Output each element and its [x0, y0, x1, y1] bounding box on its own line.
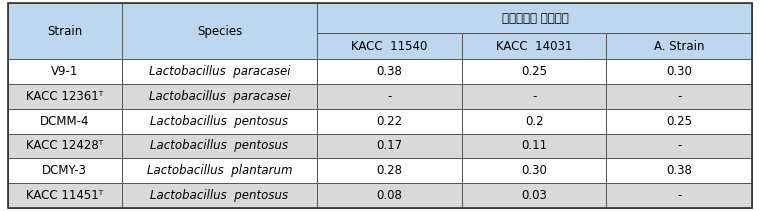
Bar: [606, 134, 752, 158]
Text: 미국부저병 유발균주: 미국부저병 유발균주: [502, 12, 568, 25]
Text: -: -: [677, 139, 682, 152]
Bar: [8, 158, 122, 183]
Text: Strain: Strain: [47, 25, 82, 38]
Text: 0.38: 0.38: [667, 164, 692, 177]
Bar: [606, 183, 752, 208]
Bar: [318, 59, 462, 84]
Text: V9-1: V9-1: [51, 65, 78, 78]
Text: KACC  14031: KACC 14031: [496, 40, 572, 53]
Bar: [122, 183, 318, 208]
Bar: [462, 59, 606, 84]
Text: Lactobacillus  pentosus: Lactobacillus pentosus: [150, 189, 289, 202]
Text: KACC 12428ᵀ: KACC 12428ᵀ: [26, 139, 103, 152]
Text: 0.30: 0.30: [521, 164, 547, 177]
Bar: [318, 109, 462, 134]
Bar: [8, 109, 122, 134]
Text: DCMY-3: DCMY-3: [42, 164, 87, 177]
Text: 0.30: 0.30: [667, 65, 692, 78]
Bar: [8, 59, 122, 84]
Bar: [462, 109, 606, 134]
Text: Lactobacillus  pentosus: Lactobacillus pentosus: [150, 139, 289, 152]
Text: 0.08: 0.08: [377, 189, 403, 202]
Bar: [8, 134, 122, 158]
Text: DCMM-4: DCMM-4: [40, 115, 90, 128]
Text: KACC 11451ᵀ: KACC 11451ᵀ: [26, 189, 103, 202]
Text: Lactobacillus  plantarum: Lactobacillus plantarum: [147, 164, 293, 177]
Bar: [606, 109, 752, 134]
Text: 0.25: 0.25: [521, 65, 547, 78]
Bar: [122, 134, 318, 158]
Bar: [462, 84, 606, 109]
Text: 0.11: 0.11: [521, 139, 547, 152]
Text: -: -: [532, 90, 537, 103]
Bar: [606, 59, 752, 84]
Bar: [462, 34, 606, 59]
Text: KACC  11540: KACC 11540: [351, 40, 428, 53]
Bar: [318, 134, 462, 158]
Text: Lactobacillus  pentosus: Lactobacillus pentosus: [150, 115, 289, 128]
Bar: [606, 158, 752, 183]
Text: KACC 12361ᵀ: KACC 12361ᵀ: [26, 90, 103, 103]
Text: 0.28: 0.28: [377, 164, 403, 177]
Bar: [318, 3, 752, 34]
Bar: [318, 158, 462, 183]
Bar: [122, 84, 318, 109]
Bar: [318, 183, 462, 208]
Text: 0.03: 0.03: [521, 189, 547, 202]
Text: Species: Species: [197, 25, 242, 38]
Text: -: -: [677, 90, 682, 103]
Text: 0.38: 0.38: [377, 65, 403, 78]
Bar: [122, 59, 318, 84]
Text: A. Strain: A. Strain: [654, 40, 705, 53]
Text: 0.25: 0.25: [667, 115, 692, 128]
Bar: [122, 109, 318, 134]
Bar: [122, 158, 318, 183]
Bar: [318, 34, 462, 59]
Bar: [606, 34, 752, 59]
Bar: [122, 3, 318, 59]
Text: Lactobacillus  paracasei: Lactobacillus paracasei: [149, 90, 290, 103]
Text: -: -: [388, 90, 392, 103]
Text: Lactobacillus  paracasei: Lactobacillus paracasei: [149, 65, 290, 78]
Text: -: -: [677, 189, 682, 202]
Text: 0.17: 0.17: [377, 139, 403, 152]
Bar: [462, 134, 606, 158]
Bar: [8, 84, 122, 109]
Text: 0.2: 0.2: [525, 115, 543, 128]
Text: 0.22: 0.22: [377, 115, 403, 128]
Bar: [8, 3, 122, 59]
Bar: [606, 84, 752, 109]
Bar: [8, 183, 122, 208]
Bar: [462, 158, 606, 183]
Bar: [462, 183, 606, 208]
Bar: [318, 84, 462, 109]
